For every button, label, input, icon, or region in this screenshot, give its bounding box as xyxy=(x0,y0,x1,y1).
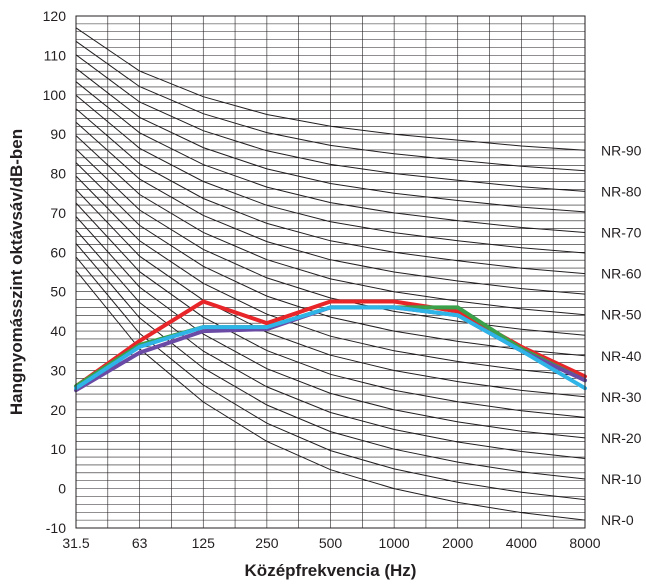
nr-label: NR-30 xyxy=(601,389,642,405)
y-tick-label: 30 xyxy=(50,362,66,378)
y-tick-label: 10 xyxy=(50,441,66,457)
y-tick-label: 120 xyxy=(43,8,67,24)
y-tick-label: 50 xyxy=(50,284,66,300)
nr-curve xyxy=(75,135,586,316)
nr-curve xyxy=(75,216,586,439)
nr-curve xyxy=(75,243,586,480)
series-line xyxy=(74,305,587,391)
y-tick-label: 80 xyxy=(50,166,66,182)
y-tick-label: 40 xyxy=(50,323,66,339)
x-tick-label: 125 xyxy=(192,535,216,551)
y-tick-label: 0 xyxy=(58,481,66,497)
x-tick-label: 1000 xyxy=(379,535,410,551)
nr-label: NR-90 xyxy=(601,142,642,158)
nr-label: NR-70 xyxy=(601,224,642,240)
plot-frame xyxy=(75,15,586,529)
nr-curve xyxy=(75,67,586,213)
nr-curve xyxy=(75,162,586,357)
nr-label: NR-50 xyxy=(601,307,642,323)
nr-curve xyxy=(75,148,586,336)
nr-curve xyxy=(75,40,586,172)
y-tick-label: -10 xyxy=(46,520,66,536)
nr-curve xyxy=(75,202,586,418)
nr-label: NR-20 xyxy=(601,430,642,446)
y-tick-label: 100 xyxy=(43,87,67,103)
data-series xyxy=(74,299,587,393)
x-tick-label: 4000 xyxy=(506,535,537,551)
nr-label: NR-40 xyxy=(601,348,642,364)
nr-curve xyxy=(75,27,586,151)
y-tick-label: 90 xyxy=(50,126,66,142)
y-tick-label: 110 xyxy=(44,47,67,63)
x-tick-label: 31.5 xyxy=(62,535,89,551)
x-axis-title: Középfrekvencia (Hz) xyxy=(245,561,417,580)
nr-label: NR-60 xyxy=(601,266,642,282)
x-tick-label: 500 xyxy=(319,535,343,551)
nr-curve xyxy=(75,81,586,233)
nr-curve xyxy=(75,270,586,521)
x-tick-label: 8000 xyxy=(569,535,600,551)
x-tick-labels: 31.5 63 125 250 500 1000 2000 4000 8000 xyxy=(62,535,600,551)
nr-reference-curves xyxy=(75,27,586,521)
nr-curve xyxy=(75,229,586,459)
nr-curve xyxy=(75,94,586,254)
nr-label: NR-0 xyxy=(601,512,634,528)
grid xyxy=(75,15,586,529)
y-tick-labels: -10 0 10 20 30 40 50 60 70 80 90 100 110 120 xyxy=(43,8,67,536)
nr-curve xyxy=(75,256,586,501)
y-tick-label: 70 xyxy=(50,205,66,221)
y-axis-title: Hangnyomásszint oktávsáv/dB-ben xyxy=(7,129,26,415)
nr-curve-labels: NR-0 NR-10 NR-20 NR-30 NR-40 NR-50 NR-60 NR-70 N… xyxy=(601,142,642,528)
y-tick-label: 60 xyxy=(50,244,66,260)
nr-curve xyxy=(75,54,586,192)
y-tick-label: 20 xyxy=(50,402,66,418)
nr-curve xyxy=(75,121,586,295)
x-tick-label: 2000 xyxy=(442,535,473,551)
nr-label: NR-10 xyxy=(601,471,642,487)
nr-curve xyxy=(75,175,586,377)
x-tick-label: 250 xyxy=(255,535,279,551)
nr-curve xyxy=(75,189,586,398)
nr-label: NR-80 xyxy=(601,183,642,199)
x-tick-label: 63 xyxy=(132,535,148,551)
nr-curve xyxy=(75,108,586,275)
